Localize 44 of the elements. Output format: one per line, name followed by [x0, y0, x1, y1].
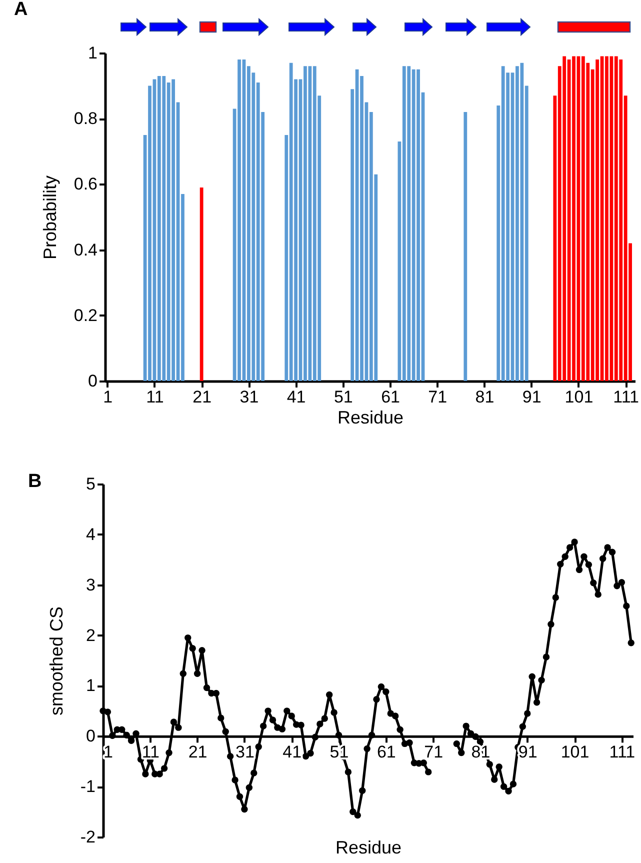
- x-tick-label: 21: [192, 388, 212, 406]
- x-tick-label: 41: [282, 742, 302, 762]
- y-tick-label: 0: [86, 726, 96, 746]
- x-tick-label: 91: [522, 388, 542, 406]
- y-axis-title: smoothed CS: [46, 606, 66, 716]
- x-tick-label: 1: [103, 388, 113, 406]
- x-axis-title: Residue: [335, 838, 402, 858]
- y-tick-label: 1: [86, 676, 96, 696]
- x-tick-label: 11: [142, 742, 160, 762]
- x-tick-label: 21: [188, 742, 208, 762]
- x-tick-label: 11: [146, 388, 164, 406]
- x-axis-title: Residue: [337, 408, 404, 428]
- x-tick-label: 81: [475, 388, 494, 406]
- x-tick-label: 51: [334, 388, 353, 406]
- x-tick-label: 111: [613, 388, 639, 406]
- y-tick-label: 4: [86, 524, 96, 544]
- x-tick-label: 71: [424, 742, 444, 762]
- x-tick-label: 71: [428, 388, 448, 406]
- y-tick-label: 0.6: [74, 174, 98, 194]
- y-tick-label: 3: [86, 575, 96, 594]
- x-tick-label: 111: [609, 742, 636, 762]
- y-axis-title: Probability: [40, 175, 60, 260]
- x-tick-label: 31: [240, 388, 259, 406]
- chart-title: B: [28, 471, 42, 492]
- x-tick-label: 61: [376, 742, 396, 762]
- y-tick-label: 0.2: [74, 306, 98, 325]
- y-tick-label: -1: [80, 777, 96, 796]
- y-tick-label: 0: [88, 372, 98, 390]
- y-tick-label: 0.4: [74, 240, 98, 260]
- x-tick-label: 101: [560, 742, 590, 762]
- chart-title: A: [14, 0, 28, 20]
- y-tick-label: -2: [80, 828, 96, 846]
- x-tick-label: 1: [104, 742, 113, 762]
- x-tick-label: 61: [381, 388, 400, 406]
- y-tick-label: 2: [86, 626, 96, 645]
- x-tick-label: 101: [564, 388, 594, 406]
- x-tick-label: 41: [286, 388, 306, 406]
- y-tick-label: 0.8: [74, 109, 98, 128]
- bar: [464, 112, 468, 381]
- x-tick-label: 91: [518, 742, 538, 762]
- y-tick-label: 1: [88, 44, 98, 62]
- bar: [200, 187, 204, 381]
- x-tick-label: 31: [236, 742, 254, 762]
- y-tick-label: 5: [86, 474, 96, 494]
